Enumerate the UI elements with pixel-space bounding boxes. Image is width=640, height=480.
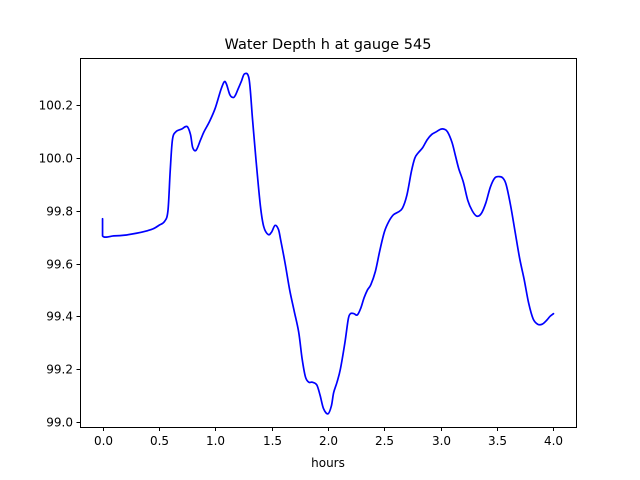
x-tick-label: 1.5: [263, 434, 282, 448]
y-tick-label: 100.2: [39, 99, 73, 113]
chart-title: Water Depth h at gauge 545: [225, 37, 432, 53]
x-tick-label: 2.5: [375, 434, 394, 448]
x-tick-label: 3.5: [488, 434, 507, 448]
y-tick-label: 99.4: [46, 310, 73, 324]
y-tick-label: 99.0: [46, 416, 73, 430]
x-axis-label: hours: [311, 456, 345, 470]
series-line-water-depth: [101, 72, 555, 415]
y-tick-label: 99.8: [46, 205, 73, 219]
y-tick-label: 100.0: [39, 152, 73, 166]
x-tick-label: 4.0: [544, 434, 563, 448]
x-tick-label: 0.5: [150, 434, 169, 448]
x-tick-label: 1.0: [206, 434, 225, 448]
y-tick-label: 99.6: [46, 258, 73, 272]
x-tick-label: 0.0: [94, 434, 113, 448]
plot-area-frame: [80, 58, 577, 428]
x-axis-ticks: 0.0 0.5 1.0 1.5 2.0 2.5 3.0 3.5 4.0: [94, 427, 563, 448]
y-axis-ticks: 99.0 99.2 99.4 99.6 99.8 100.0 100.2: [39, 99, 81, 430]
x-tick-label: 3.0: [432, 434, 451, 448]
y-tick-label: 99.2: [46, 363, 73, 377]
x-tick-label: 2.0: [319, 434, 338, 448]
